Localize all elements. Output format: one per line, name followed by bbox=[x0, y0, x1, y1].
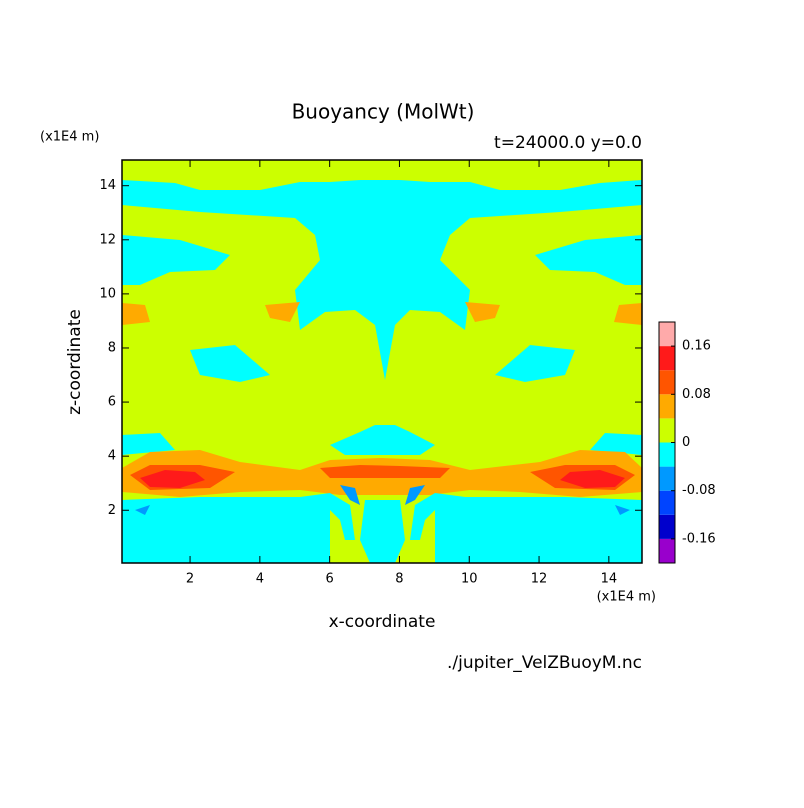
colorbar-bin bbox=[659, 346, 675, 371]
contour-region bbox=[122, 433, 175, 455]
colorbar-tick-label: -0.16 bbox=[682, 531, 716, 546]
colorbar-tick-label: -0.08 bbox=[682, 483, 716, 498]
contour-region bbox=[405, 485, 425, 505]
colorbar-bin bbox=[659, 370, 675, 395]
contour-region bbox=[590, 433, 642, 455]
colorbar-bin bbox=[659, 466, 675, 491]
contour-region bbox=[615, 505, 630, 515]
contour-region bbox=[122, 235, 230, 285]
colorbar-tick-label: 0 bbox=[682, 435, 690, 450]
colorbar-tick-label: 0.08 bbox=[682, 387, 711, 402]
x-unit: (x1E4 m) bbox=[597, 590, 656, 605]
x-tick-label: 14 bbox=[601, 572, 618, 587]
y-axis-label: z-coordinate bbox=[65, 309, 85, 415]
contour-region bbox=[122, 180, 642, 380]
chart-subtitle: t=24000.0 y=0.0 bbox=[494, 133, 642, 153]
x-tick-label: 8 bbox=[395, 572, 403, 587]
colorbar-bin bbox=[659, 514, 675, 539]
colorbar-bin bbox=[659, 442, 675, 467]
y-tick-label: 10 bbox=[99, 286, 116, 301]
plot-frame bbox=[121, 159, 643, 564]
contour-region bbox=[265, 302, 300, 322]
contour-region bbox=[614, 303, 642, 325]
x-axis-label: x-coordinate bbox=[329, 612, 436, 632]
colorbar-tick-label: 0.16 bbox=[682, 339, 711, 354]
contour-region bbox=[330, 425, 435, 455]
footnote: ./jupiter_VelZBuoyM.nc bbox=[447, 653, 642, 673]
y-tick-label: 14 bbox=[99, 178, 116, 193]
y-tick-label: 2 bbox=[108, 503, 116, 518]
x-tick-label: 2 bbox=[186, 572, 194, 587]
contour-region bbox=[560, 470, 625, 488]
contour-region bbox=[135, 505, 150, 515]
contour-region bbox=[360, 500, 405, 563]
y-tick-label: 4 bbox=[108, 449, 116, 464]
colorbar-bin bbox=[659, 418, 675, 443]
colorbar-bin bbox=[659, 490, 675, 515]
contour-region bbox=[122, 493, 355, 563]
contour-region bbox=[122, 303, 150, 325]
x-tick-label: 12 bbox=[531, 572, 548, 587]
y-tick-label: 8 bbox=[108, 340, 116, 355]
x-tick-label: 6 bbox=[326, 572, 334, 587]
contour-region bbox=[140, 470, 205, 488]
contour-field bbox=[122, 160, 642, 563]
contour-region bbox=[410, 493, 642, 563]
chart-title: Buoyancy (MolWt) bbox=[292, 100, 475, 124]
y-unit: (x1E4 m) bbox=[40, 130, 99, 145]
contour-region bbox=[535, 235, 642, 285]
colorbar-bin bbox=[659, 322, 675, 347]
x-tick-label: 4 bbox=[256, 572, 264, 587]
contour-region bbox=[320, 465, 450, 478]
colorbar-bin bbox=[659, 538, 675, 563]
contour-region bbox=[495, 345, 575, 382]
x-tick-label: 10 bbox=[461, 572, 478, 587]
colorbar-bin bbox=[659, 394, 675, 419]
contour-region bbox=[340, 485, 360, 505]
contour-region bbox=[465, 302, 500, 322]
y-tick-label: 12 bbox=[99, 232, 116, 247]
contour-region bbox=[190, 345, 270, 382]
y-tick-label: 6 bbox=[108, 395, 116, 410]
